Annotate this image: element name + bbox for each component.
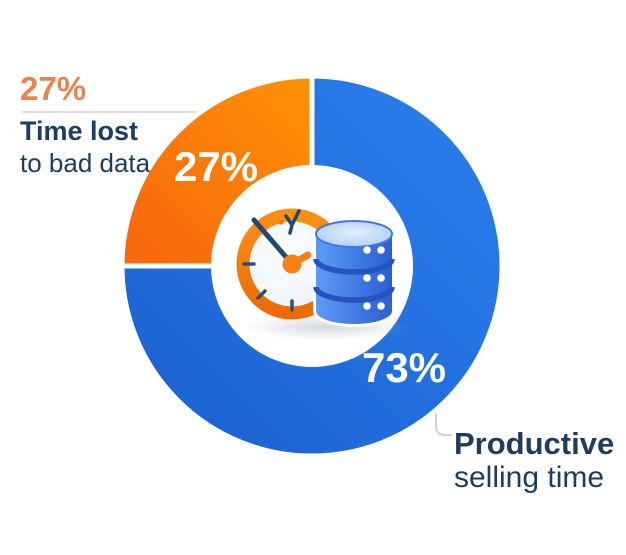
- slice-label-time-lost: 27%: [173, 143, 259, 190]
- right-callout-subtitle: selling time: [454, 461, 605, 494]
- database-icon: [313, 220, 395, 327]
- right-callout-title: Productive: [454, 426, 615, 461]
- left-callout-title: Time lost: [20, 116, 139, 146]
- left-callout-percent: 27%: [20, 70, 87, 107]
- left-callout-subtitle: to bad data: [20, 148, 151, 178]
- slice-label-productive: 73%: [361, 344, 447, 391]
- right-callout-leader-line: [435, 403, 452, 436]
